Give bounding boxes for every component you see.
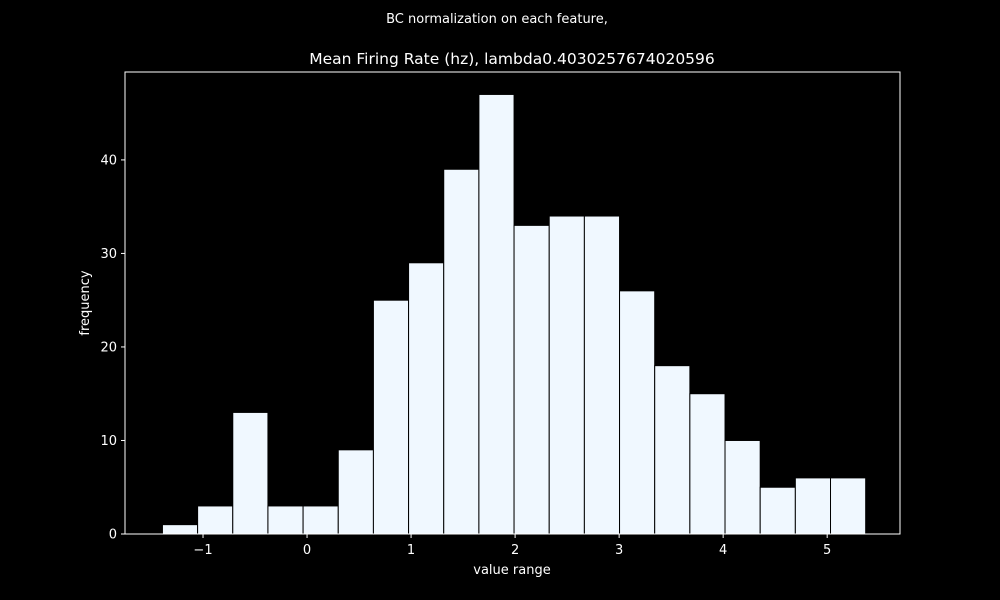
bars-group [161,93,867,535]
y-tick-label: 20 [100,340,117,355]
histogram-bar [548,215,585,535]
histogram-bar [654,365,691,535]
x-tick-label: −1 [193,543,212,558]
histogram-bar [478,93,515,535]
histogram-bar [689,393,726,535]
histogram-bar [513,224,550,535]
plot-frame [124,71,901,535]
histogram-bar [724,439,761,535]
histogram-bar [794,477,832,535]
histogram-bar [583,215,621,535]
histogram-bar [197,505,234,535]
histogram-bar [408,262,445,535]
x-tick-label: 5 [823,543,831,558]
y-tick-label: 40 [100,153,117,168]
histogram-bar [161,524,199,535]
y-axis: 0 10 20 30 40 [100,153,125,543]
figure-suptitle: BC normalization on each feature, [386,12,608,27]
histogram-bar [619,290,656,535]
y-tick-label: 10 [100,434,117,449]
histogram-bar [302,505,339,535]
histogram-bar [267,505,304,535]
histogram-bar [372,299,410,535]
histogram-bar [232,411,269,535]
y-axis-label: frequency [78,270,93,336]
x-tick-label: 2 [511,543,519,558]
x-tick-label: 1 [407,543,415,558]
histogram-bar [443,168,480,535]
x-axis-label: value range [473,563,550,578]
y-tick-label: 30 [100,247,117,262]
x-tick-label: 3 [615,543,623,558]
histogram-bar [830,477,867,535]
x-tick-label: 0 [303,543,311,558]
y-tick-label: 0 [109,528,117,543]
x-tick-label: 4 [719,543,727,558]
x-axis: −1 0 1 2 3 4 5 [193,534,831,558]
chart-title: Mean Firing Rate (hz), lambda0.403025767… [309,50,715,68]
histogram-bar [759,486,796,535]
histogram-bar [337,449,374,535]
